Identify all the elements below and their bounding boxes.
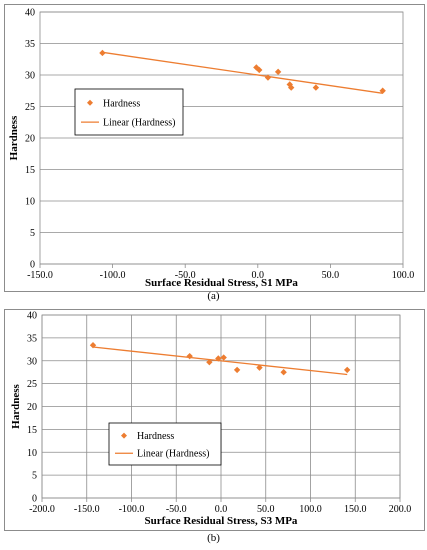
- x-tick-label: 100.0: [392, 270, 415, 281]
- legend-label-hardness: Hardness: [103, 98, 140, 109]
- y-tick-label: 15: [27, 425, 37, 436]
- plot-area: [39, 11, 404, 265]
- legend-label-hardness: Hardness: [137, 431, 174, 442]
- y-tick-label: 20: [27, 402, 37, 413]
- data-point: [99, 49, 106, 57]
- chart-panel-b: 0 5 10 15 20 25 30 35 40 -200.0 -150.0 -100.0 -50.0 0…: [4, 309, 425, 531]
- y-tick-label: 30: [27, 356, 37, 367]
- x-tick-label: -100.0: [119, 504, 145, 515]
- legend-box: [108, 422, 222, 466]
- y-tick-label: 40: [27, 311, 37, 322]
- x-tick-label: 100.0: [299, 504, 322, 515]
- legend-marker: [87, 99, 93, 106]
- y-tick-label: 25: [27, 379, 37, 390]
- x-tick-label: 0.0: [215, 504, 228, 515]
- data-point: [186, 352, 193, 360]
- x-tick-label: -200.0: [29, 504, 55, 515]
- y-tick-label: 20: [25, 134, 35, 145]
- legend-marker: [121, 432, 127, 439]
- data-point: [89, 341, 97, 349]
- data-point: [215, 355, 222, 362]
- data-point: [206, 358, 213, 366]
- x-tick-label: -150.0: [27, 270, 53, 281]
- y-tick-label: 35: [27, 333, 37, 344]
- y-tick-label: 0: [32, 494, 37, 505]
- y-tick-label: 10: [27, 448, 37, 459]
- data-point: [264, 74, 272, 81]
- y-tick-label: 15: [25, 165, 35, 176]
- y-tick-label: 30: [25, 71, 35, 82]
- data-point: [256, 66, 263, 74]
- x-tick-label: -50.0: [175, 270, 196, 281]
- legend-box: [74, 88, 184, 136]
- data-point: [343, 366, 351, 374]
- x-tick-label: 200.0: [389, 504, 412, 515]
- y-tick-label: 5: [30, 228, 35, 239]
- x-axis-title: Surface Residual Stress, S1 MPa: [145, 277, 298, 289]
- trendline: [92, 346, 348, 376]
- y-tick-label: 5: [32, 471, 37, 482]
- x-axis-title: Surface Residual Stress, S3 MPa: [145, 515, 298, 527]
- x-tick-label: -50.0: [166, 504, 187, 515]
- data-point: [286, 81, 293, 88]
- data-point: [256, 364, 263, 371]
- trendline: [102, 51, 383, 94]
- y-tick-label: 0: [30, 260, 35, 271]
- x-tick-label: -100.0: [100, 270, 126, 281]
- x-tick-label: 0.0: [252, 270, 265, 281]
- data-point: [312, 84, 320, 91]
- legend-label-linear: Linear (Hardness): [137, 449, 209, 460]
- data-point: [233, 366, 241, 374]
- y-tick-label: 10: [25, 197, 35, 208]
- y-axis-title: Hardness: [8, 115, 20, 160]
- plot-area: [41, 314, 401, 499]
- data-point: [220, 354, 227, 361]
- y-tick-label: 35: [25, 39, 35, 50]
- x-tick-label: -150.0: [74, 504, 100, 515]
- y-axis-title: Hardness: [10, 383, 22, 428]
- data-point: [379, 87, 386, 94]
- legend-label-linear: Linear (Hardness): [103, 118, 175, 129]
- x-tick-label: 150.0: [344, 504, 367, 515]
- chart-panel-a: 0 5 10 15 20 25 30 35 40 -150.0 -100.0 -50.0 0.0 50.0…: [4, 4, 425, 292]
- chart-a-svg: 0 5 10 15 20 25 30 35 40 -150.0 -100.0 -50.0 0.0 50.0…: [8, 8, 415, 290]
- y-tick-label: 40: [25, 8, 35, 19]
- chart-b-svg: 0 5 10 15 20 25 30 35 40 -200.0 -150.0 -100.0 -50.0 0…: [10, 311, 412, 528]
- x-tick-label: 50.0: [257, 504, 275, 515]
- y-tick-label: 25: [25, 102, 35, 113]
- caption-b: (b): [207, 532, 220, 544]
- data-point: [280, 368, 287, 376]
- data-point: [287, 84, 295, 91]
- caption-a: (a): [207, 290, 220, 302]
- x-tick-label: 50.0: [322, 270, 340, 281]
- data-point: [274, 68, 282, 76]
